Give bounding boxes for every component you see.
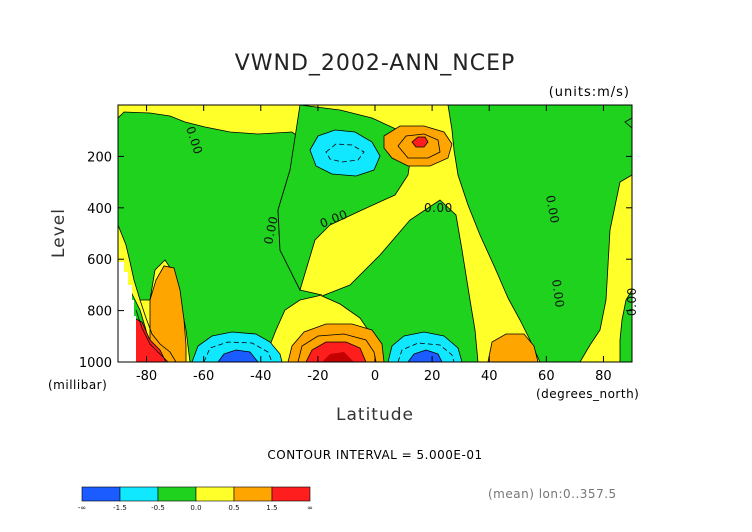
contour-pos-sh-pole-2 — [135, 309, 169, 362]
contour-label: 0.00 — [424, 201, 453, 215]
y-tick-label: 800 — [87, 305, 112, 320]
band-neg1.5-to-neg0.5-nh-low — [387, 331, 463, 362]
x-tick-label: 60 — [538, 369, 555, 384]
contour-interval-label: CONTOUR INTERVAL = 5.000E-01 — [267, 448, 482, 462]
y-axis: 200 400 600 800 1000 — [79, 150, 632, 371]
y-tick-label: 600 — [87, 253, 112, 268]
colorbar-swatch — [81, 486, 121, 502]
x-tick-label: 40 — [481, 369, 498, 384]
band-neg0.5-to-0-top-right — [624, 117, 632, 129]
contour-label: 0.00 — [543, 194, 562, 225]
contour-label: 0.00 — [261, 215, 281, 246]
missing-data-region — [118, 262, 136, 362]
x-tick-label: -60 — [193, 369, 214, 384]
contour-pos-sh-pole-1 — [139, 299, 177, 362]
y-tick-label: 400 — [87, 202, 112, 217]
chart-title: VWND_2002-ANN_NCEP — [235, 51, 516, 76]
colorbar-label: ∞ — [307, 504, 313, 512]
colorbar-label: -1.5 — [113, 504, 127, 512]
contour-label: 0.00 — [549, 278, 567, 308]
band-gt-1.5-upper — [411, 136, 429, 148]
band-neg0.5-to-0-nh-edge — [619, 289, 632, 362]
band-neg0.5-to-0-south — [118, 111, 323, 362]
x-axis: -80 -60 -40 -20 0 20 40 60 80 — [136, 105, 612, 384]
colorbar: -∞ -1.5 -0.5 0.0 0.5 1.5 ∞ — [78, 486, 313, 512]
y-unit-label: (millibar) — [48, 378, 107, 392]
contour-pos-upper — [397, 133, 441, 159]
band-gt-1.5-eq-low — [305, 341, 367, 362]
x-tick-label: 0 — [371, 369, 379, 384]
colorbar-swatch — [233, 486, 273, 502]
y-tick-label: 200 — [87, 150, 112, 165]
band-0.5-to-1.5-nh-low — [487, 333, 539, 362]
band-neg0.5-to-0-eq — [320, 199, 479, 362]
band-lt-neg1.5-sh — [217, 349, 259, 362]
band-neg1.5-to-neg0.5-sh-low — [191, 331, 283, 362]
colorbar-label: 1.5 — [266, 504, 277, 512]
contour-pos-eq-low — [297, 333, 377, 362]
colorbar-label: 0.5 — [228, 504, 239, 512]
band-0.5-to-1.5-sh-low — [149, 265, 187, 362]
y-tick-label: 1000 — [79, 356, 112, 371]
band-neg1.5-to-neg0.5-upper — [309, 129, 381, 177]
band-lt-neg1.5-nh — [407, 349, 443, 362]
x-tick-label: -80 — [136, 369, 157, 384]
colorbar-swatch — [157, 486, 197, 502]
x-axis-label: Latitude — [336, 405, 414, 425]
x-tick-label: -20 — [307, 369, 328, 384]
plot-area — [118, 105, 632, 362]
colorbar-label: -0.5 — [151, 504, 165, 512]
x-unit-label: (degrees_north) — [536, 387, 639, 401]
y-axis-label: Level — [49, 208, 69, 258]
colorbar-label: -∞ — [78, 504, 86, 512]
mean-label: (mean) lon:0..357.5 — [488, 487, 617, 501]
contour-neg-sh-low — [203, 341, 273, 362]
x-tick-label: 20 — [424, 369, 441, 384]
colorbar-swatch — [119, 486, 159, 502]
x-tick-label: -40 — [250, 369, 271, 384]
colorbar-swatch — [195, 486, 235, 502]
colorbar-swatch — [271, 486, 311, 502]
colorbar-label: 0.0 — [190, 504, 201, 512]
band-strongest-eq-low — [322, 352, 354, 362]
x-tick-label: 80 — [595, 369, 612, 384]
contour-neg-nh-low — [397, 342, 455, 362]
units-label: (units:m/s) — [549, 85, 630, 100]
